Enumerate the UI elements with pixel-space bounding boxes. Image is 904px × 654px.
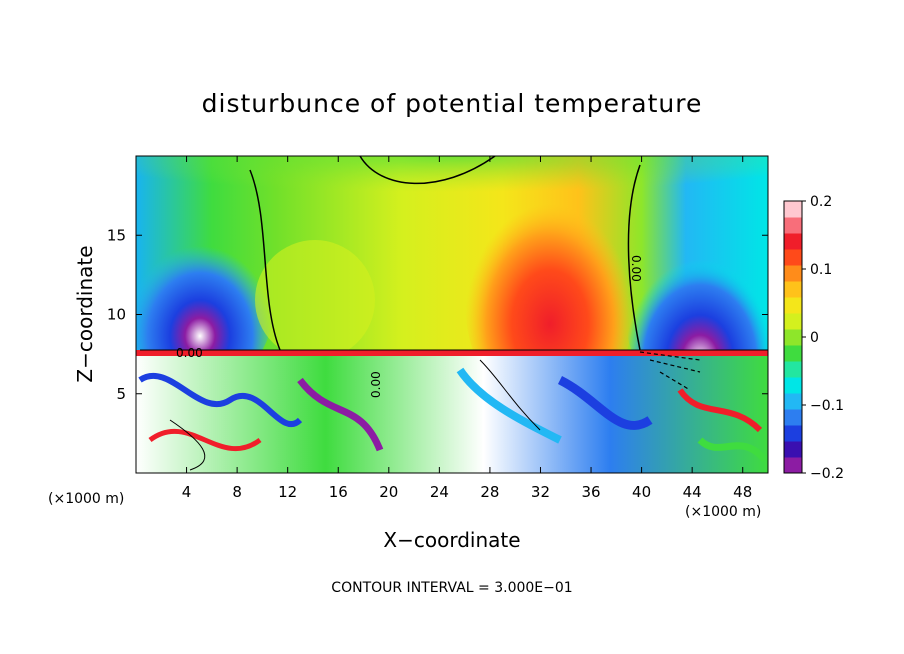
- colorbar-swatch: [784, 313, 802, 330]
- x-tick-label: 16: [329, 483, 348, 501]
- x-tick-label: 12: [278, 483, 297, 501]
- colorbar-swatch: [784, 457, 802, 474]
- contour-field: 0.00 0.00 0.00: [136, 156, 768, 473]
- colorbar-swatch: [784, 297, 802, 314]
- x-axis: 4 8 12 16 20 24 28 32 36 40 44 48: [182, 156, 752, 501]
- colorbar-swatch: [784, 265, 802, 282]
- x-tick-label: 44: [683, 483, 702, 501]
- x-tick-label: 24: [430, 483, 449, 501]
- colorbar-swatch: [784, 393, 802, 410]
- colorbar-swatch: [784, 409, 802, 426]
- x-tick-label: 32: [531, 483, 550, 501]
- colorbar-tick-label: −0.2: [810, 466, 844, 482]
- x-tick-label: 4: [182, 483, 192, 501]
- x-tick-label: 36: [581, 483, 600, 501]
- colorbar-swatch: [784, 425, 802, 442]
- contour-label-mid: 0.00: [369, 371, 383, 398]
- colorbar-swatch: [784, 441, 802, 458]
- colorbar-swatch: [784, 329, 802, 346]
- contour-label-upper: 0.00: [629, 255, 643, 282]
- contour-label-left: 0.00: [176, 346, 203, 360]
- colorbar-swatch: [784, 201, 802, 218]
- x-unit-left: (×1000 m): [48, 491, 124, 507]
- colorbar-swatch: [784, 361, 802, 378]
- colorbar-swatch: [784, 233, 802, 250]
- colorbar-tick-label: 0.1: [810, 262, 832, 278]
- colorbar-swatch: [784, 217, 802, 234]
- x-tick-label: 40: [632, 483, 651, 501]
- x-tick-label: 28: [480, 483, 499, 501]
- x-tick-label: 8: [232, 483, 242, 501]
- colorbar-tick-label: −0.1: [810, 398, 844, 414]
- colorbar: 0.2 0.1 0 −0.1 −0.2: [783, 194, 844, 482]
- colorbar-swatch: [784, 377, 802, 394]
- colorbar-swatch: [784, 281, 802, 298]
- colorbar-tick-label: 0: [810, 330, 819, 346]
- colorbar-tick-label: 0.2: [810, 194, 832, 210]
- x-unit-right: (×1000 m): [685, 504, 761, 520]
- y-tick-label: 15: [107, 226, 126, 244]
- x-tick-label: 48: [733, 483, 752, 501]
- y-axis-label: Z−coordinate: [73, 245, 97, 382]
- x-tick-label: 20: [379, 483, 398, 501]
- x-axis-label: X−coordinate: [383, 528, 520, 552]
- y-axis: 5 10 15: [107, 226, 768, 403]
- y-tick-label: 10: [107, 306, 126, 324]
- colorbar-swatch: [784, 345, 802, 362]
- colorbar-swatch: [784, 249, 802, 266]
- contour-interval-note: CONTOUR INTERVAL = 3.000E−01: [331, 580, 572, 596]
- y-tick-label: 5: [116, 385, 126, 403]
- chart-title: disturbunce of potential temperature: [202, 89, 703, 118]
